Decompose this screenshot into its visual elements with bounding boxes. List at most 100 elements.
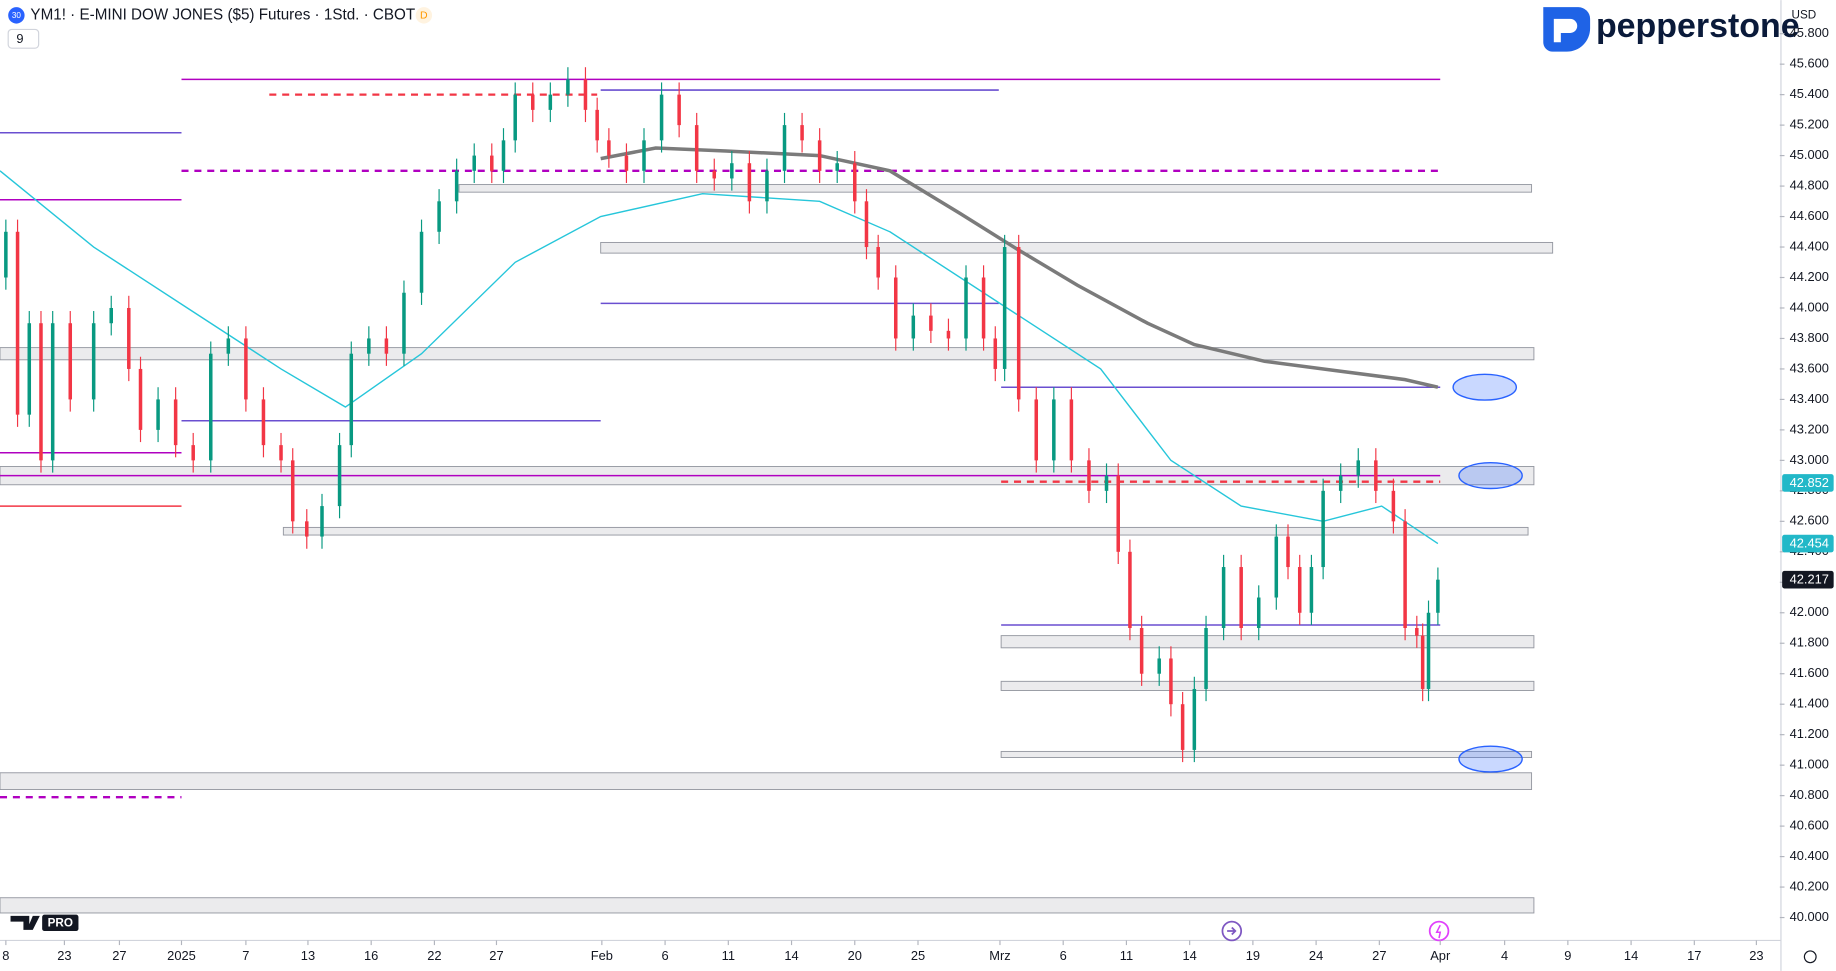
zone [0,897,1535,914]
candle-body [4,231,8,278]
x-tick-label: 27 [489,948,503,963]
candle-body [1274,536,1279,598]
candle-body [1286,536,1290,568]
event-icon-arrow [1227,926,1237,936]
candle-body [864,201,869,248]
zone [282,526,1529,536]
candle-body [1116,475,1120,552]
candle-body [566,79,570,95]
candle-body [349,353,354,446]
x-tick-label: 25 [911,948,925,963]
candle-body [209,353,213,461]
price-label-box [1782,474,1834,492]
x-tick-label: 16 [364,948,378,963]
candle-body [290,460,295,522]
symbol-title[interactable]: YM1! · E-MINI DOW JONES ($5) Futures · 1… [30,6,415,23]
candle-body [367,338,371,354]
price-label-box [1782,570,1834,589]
flag-text: D [420,10,428,22]
x-tick-label: 4 [1501,948,1508,963]
target-ellipse [1458,462,1523,490]
candle-body [454,170,459,202]
event-icon[interactable] [1221,920,1243,942]
x-tick-label: 22 [427,948,441,963]
x-tick-label: 7 [242,948,249,963]
candle-body [279,445,283,461]
candle-body [876,247,880,278]
candle-body [127,307,131,369]
candle-body [320,506,324,537]
y-tick-label: 44.000 [1790,299,1829,314]
candle-body [853,163,857,202]
moving-average [0,170,1439,545]
zone [1000,680,1535,691]
candle-body [402,292,406,354]
tv-pro-badge [42,914,79,932]
candle-body [138,368,143,430]
x-tick-label: 14 [784,948,798,963]
candle-body [642,140,646,171]
candle-body [1016,247,1021,400]
x-tick-label: 9 [1564,948,1571,963]
candle-body [1087,460,1091,491]
candle-body [1221,567,1226,629]
candle-body [1052,399,1056,461]
x-tick-label: Mrz [989,948,1010,963]
interval-box[interactable] [7,28,40,49]
y-tick-label: 40.200 [1790,878,1829,893]
x-tick-label: 6 [661,948,668,963]
candle-body [1157,658,1161,674]
candle-body [1309,567,1314,613]
candle-body [50,323,55,461]
candle-body [226,338,231,354]
x-tick-label: 19 [1246,948,1260,963]
logo-p [1553,18,1578,43]
settings-icon[interactable] [1803,950,1817,964]
candle-body [1128,551,1132,629]
y-tick-label: 41.800 [1790,635,1829,650]
candle-body [1169,658,1173,705]
y-tick-label: 45.600 [1790,56,1829,71]
y-tick-label: 42.000 [1790,604,1829,619]
candle-body [800,125,804,141]
candle-body [1321,490,1325,568]
candle-body [501,140,506,171]
zone [0,347,1535,361]
candle-body [981,277,986,339]
candle-body [1180,704,1185,750]
candle-body [1002,247,1007,369]
candle-body [624,155,629,171]
candle-body [68,323,73,400]
candle-body [1403,521,1407,629]
candle-body [1297,567,1302,613]
candle-body [337,445,342,507]
candle-body [1426,612,1431,689]
symbol-badge[interactable] [8,7,25,24]
y-tick-label: 43.200 [1790,421,1829,436]
candle-body [109,307,113,324]
y-tick-label: 43.000 [1790,452,1829,467]
candle-body [1139,628,1144,674]
candle-body [1420,635,1425,689]
candle-body [490,155,494,171]
x-tick-label: 20 [848,948,862,963]
y-tick-label: 45.200 [1790,117,1829,132]
x-tick-label: 8 [2,948,9,963]
currency[interactable]: USD [1792,8,1817,21]
price-label: 42.852 [1790,475,1829,490]
x-tick-label: 24 [1309,948,1323,963]
candle-body [156,399,160,430]
zone [1000,750,1533,759]
y-tick-label: 40.600 [1790,818,1829,833]
candle-body [583,79,588,110]
candle-body [1069,399,1074,461]
event-icon[interactable] [1428,920,1450,942]
candle-body [607,140,611,156]
candle-body [595,109,599,141]
event-icon-bolt [1435,924,1442,939]
y-tick-label: 43.400 [1790,391,1829,406]
candle-body [244,338,248,400]
candle-body [531,94,535,110]
candle-body [513,94,517,141]
